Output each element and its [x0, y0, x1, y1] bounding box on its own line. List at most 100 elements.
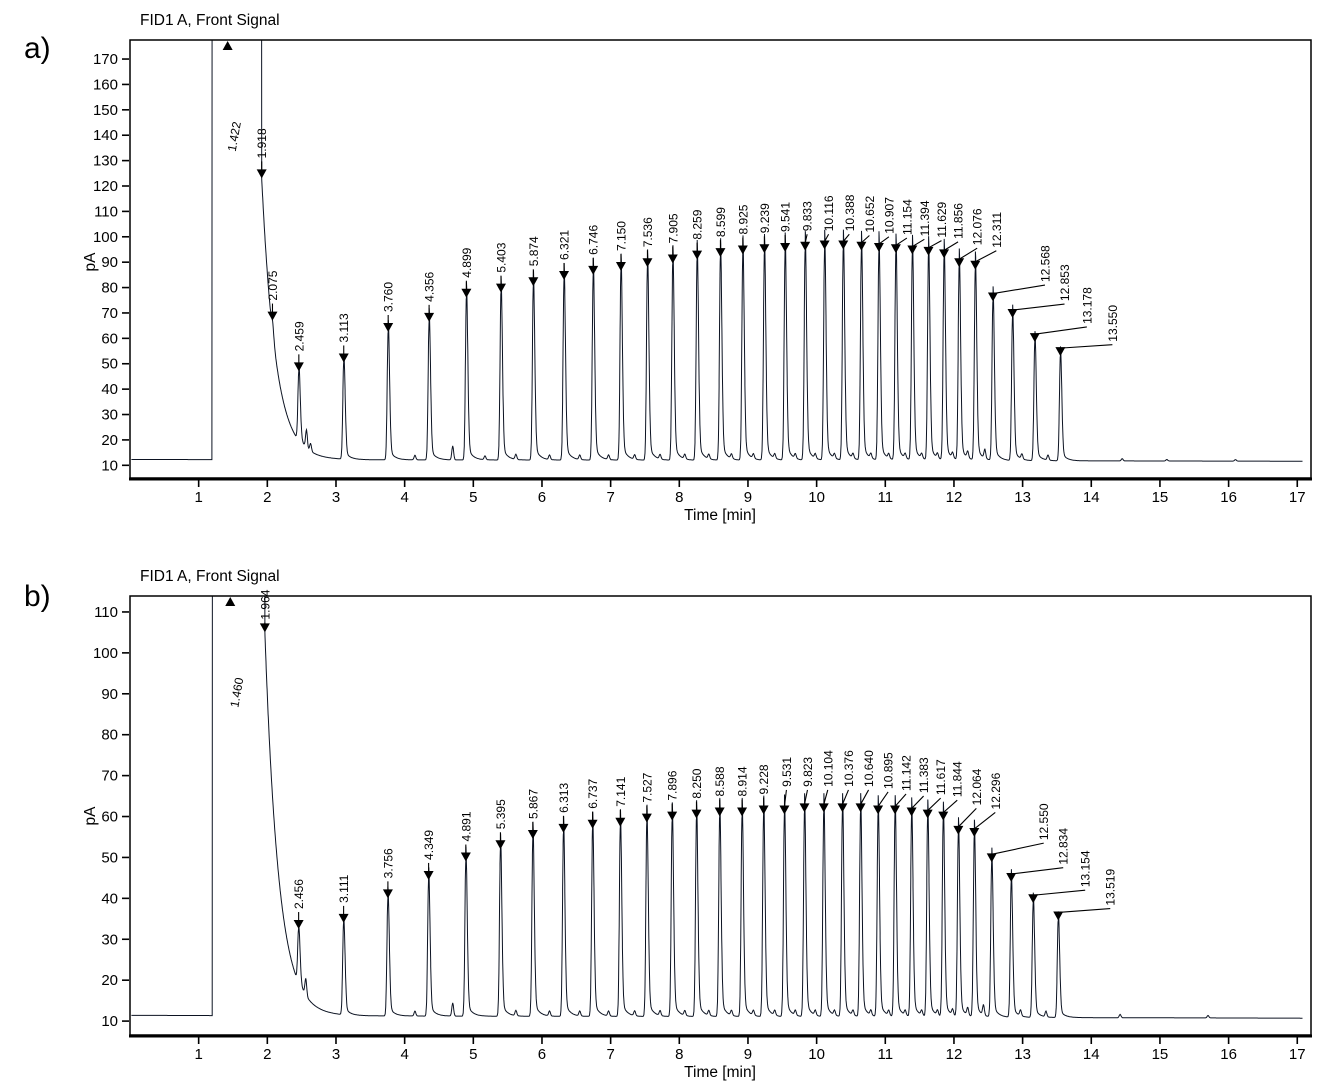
y-tick-label: 140	[93, 127, 118, 144]
x-tick-label: 4	[400, 489, 408, 506]
x-tick-label: 9	[744, 1046, 752, 1063]
x-tick-label: 3	[332, 489, 340, 506]
x-tick-label: 12	[946, 1046, 963, 1063]
peak-marker-down-icon	[1006, 872, 1017, 882]
x-tick-label: 8	[675, 489, 683, 506]
peak-annotation: 9.239	[758, 203, 772, 254]
peak-marker-down-icon	[1028, 894, 1039, 904]
peak-label: 9.531	[780, 757, 794, 787]
peak-marker-down-icon	[495, 840, 506, 850]
x-tick-label: 6	[538, 1046, 546, 1063]
peak-marker-down-icon	[259, 623, 270, 633]
peak-marker-down-icon	[667, 254, 678, 264]
peak-label: 6.313	[557, 783, 571, 813]
panel-a-static: a) FID1 A, Front Signal pA Time [min]	[24, 12, 756, 524]
peak-label: 2.456	[292, 879, 306, 909]
peak-label: 9.228	[757, 764, 771, 794]
peak-annotation: 1.918	[255, 128, 269, 179]
y-tick-label: 10	[101, 457, 118, 474]
peak-marker-down-icon	[970, 260, 981, 270]
peak-annotation: 13.178	[1029, 287, 1094, 343]
peak-label: 10.652	[863, 195, 877, 232]
y-tick-label: 90	[101, 254, 118, 271]
peak-annotation: 11.142	[890, 755, 914, 815]
peak-leader-line	[860, 789, 870, 805]
peak-annotation: 12.311	[970, 212, 1004, 270]
offscale-peak-annotation: 1.460	[225, 597, 246, 709]
peak-marker-down-icon	[641, 813, 652, 823]
peak-marker-down-icon	[819, 240, 830, 250]
peak-annotation: 7.905	[666, 213, 680, 264]
x-tick-label: 9	[744, 489, 752, 506]
peak-label: 11.154	[900, 199, 914, 235]
peak-leader-line	[942, 799, 958, 814]
peak-marker-down-icon	[667, 811, 678, 821]
peak-marker-down-icon	[338, 353, 349, 363]
peak-marker-down-icon	[800, 241, 811, 251]
peak-marker-down-icon	[383, 323, 394, 332]
peak-label: 2.075	[266, 270, 280, 300]
panel-a-x-axis-label: Time [min]	[684, 507, 756, 524]
peak-leader-line	[823, 789, 829, 805]
peak-label: 13.550	[1106, 305, 1120, 342]
chromatogram-trace	[131, 40, 1303, 462]
y-tick-label: 70	[101, 305, 118, 322]
peak-label: 7.536	[641, 217, 655, 247]
peak-annotation: 7.527	[640, 772, 654, 823]
peak-label: 11.394	[918, 200, 932, 236]
peak-annotation: 3.111	[337, 874, 351, 923]
peak-marker-down-icon	[588, 265, 599, 275]
peak-annotation: 13.519	[1053, 869, 1118, 921]
y-tick-label: 40	[101, 381, 118, 398]
peak-label: 4.891	[459, 811, 473, 841]
peak-annotation: 7.536	[641, 217, 655, 268]
peak-leader-line	[894, 793, 907, 807]
peak-marker-down-icon	[923, 246, 934, 256]
peak-annotation: 8.259	[691, 209, 705, 260]
peak-leader-line	[958, 247, 978, 260]
peak-annotation: 6.313	[557, 783, 571, 833]
x-tick-label: 7	[606, 489, 614, 506]
peak-marker-down-icon	[559, 270, 570, 280]
peak-annotation: 11.154	[890, 199, 914, 254]
peak-annotation: 9.833	[800, 201, 815, 251]
y-tick-label: 90	[101, 686, 118, 703]
peak-label: 9.541	[779, 202, 793, 232]
x-tick-label: 5	[469, 489, 477, 506]
y-tick-label: 160	[93, 76, 118, 93]
chromatogram-trace	[131, 596, 1303, 1019]
peak-marker-down-icon	[890, 244, 901, 254]
peak-annotation: 8.250	[690, 768, 704, 819]
y-tick-label: 50	[101, 849, 118, 866]
peak-annotation: 13.550	[1055, 305, 1120, 357]
peak-label: 10.376	[842, 750, 856, 787]
peak-label: 4.899	[460, 247, 474, 277]
y-tick-label: 30	[101, 931, 118, 948]
peak-marker-down-icon	[906, 807, 917, 817]
peak-annotation: 5.403	[494, 242, 508, 293]
peak-leader-line	[973, 811, 996, 830]
peak-label: 13.178	[1080, 287, 1094, 324]
peak-label: 1.918	[255, 128, 269, 158]
peak-annotation: 3.756	[381, 848, 395, 899]
peak-annotation: 10.376	[837, 750, 856, 813]
peak-marker-down-icon	[615, 817, 626, 827]
peak-annotation: 10.652	[856, 195, 877, 251]
peak-label: 3.756	[381, 848, 395, 878]
peak-marker-down-icon	[907, 245, 918, 255]
peak-label: 6.746	[587, 225, 601, 255]
peak-label: 9.823	[801, 757, 815, 787]
peak-label: 12.853	[1058, 264, 1072, 301]
peak-label: 10.116	[822, 195, 836, 231]
peak-marker-down-icon	[460, 852, 471, 862]
peak-label: 13.519	[1104, 869, 1118, 906]
x-tick-label: 14	[1083, 489, 1100, 506]
peak-annotation: 9.823	[799, 757, 815, 813]
peak-label: 10.640	[862, 750, 876, 787]
y-tick-label: 20	[101, 432, 118, 449]
panel-a-title: FID1 A, Front Signal	[140, 12, 280, 29]
peak-label: 7.141	[614, 776, 628, 806]
x-tick-label: 11	[878, 1046, 894, 1063]
x-tick-label: 10	[808, 1046, 825, 1063]
